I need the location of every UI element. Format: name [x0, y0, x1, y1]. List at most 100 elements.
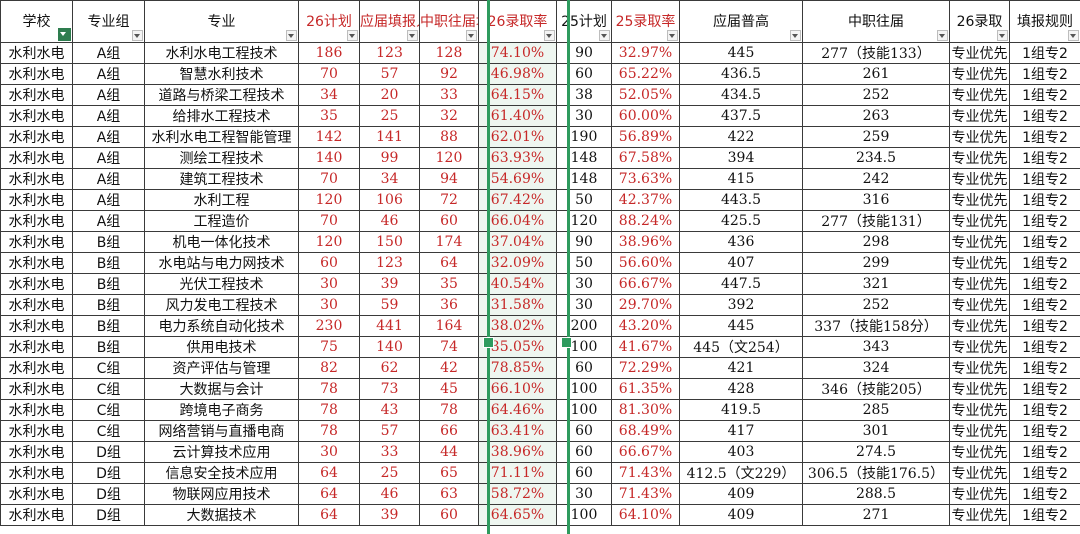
header-fresh-applicants[interactable]: 应届填报人数 — [359, 0, 420, 43]
cell-plan-26[interactable]: 75 — [298, 336, 360, 358]
cell-school[interactable]: 水利水电 — [0, 189, 73, 211]
cell-school[interactable]: 水利水电 — [0, 252, 73, 274]
cell-filling-rule[interactable]: 1组专2 — [1009, 462, 1080, 484]
cell-admission-rate-26[interactable]: 40.54% — [478, 273, 557, 295]
cell-admission-rate-25[interactable]: 60.00% — [611, 105, 680, 127]
cell-group[interactable]: B组 — [72, 294, 145, 316]
cell-filling-rule[interactable]: 1组专2 — [1009, 504, 1080, 526]
cell-admission-mode-26[interactable]: 专业优先 — [949, 378, 1010, 400]
cell-school[interactable]: 水利水电 — [0, 147, 73, 169]
selection-resize-handle-right[interactable] — [561, 337, 572, 348]
cell-vocational-applicants[interactable]: 60 — [419, 210, 479, 232]
cell-admission-mode-26[interactable]: 专业优先 — [949, 462, 1010, 484]
cell-school[interactable]: 水利水电 — [0, 420, 73, 442]
cell-vocational-score[interactable]: 346（技能205） — [802, 378, 950, 400]
cell-plan-26[interactable]: 120 — [298, 189, 360, 211]
cell-fresh-applicants[interactable]: 106 — [359, 189, 420, 211]
cell-group[interactable]: C组 — [72, 399, 145, 421]
cell-admission-rate-25[interactable]: 68.49% — [611, 420, 680, 442]
cell-fresh-high-school-score[interactable]: 394 — [679, 147, 803, 169]
filter-dropdown-icon[interactable] — [544, 30, 555, 41]
cell-plan-26[interactable]: 120 — [298, 231, 360, 253]
cell-major[interactable]: 水利水电工程技术 — [144, 42, 299, 64]
cell-admission-rate-25[interactable]: 43.20% — [611, 315, 680, 337]
cell-major[interactable]: 光伏工程技术 — [144, 273, 299, 295]
cell-admission-mode-26[interactable]: 专业优先 — [949, 84, 1010, 106]
cell-vocational-score[interactable]: 324 — [802, 357, 950, 379]
cell-plan-25[interactable]: 60 — [556, 441, 612, 463]
cell-plan-26[interactable]: 64 — [298, 462, 360, 484]
cell-filling-rule[interactable]: 1组专2 — [1009, 357, 1080, 379]
cell-filling-rule[interactable]: 1组专2 — [1009, 420, 1080, 442]
cell-filling-rule[interactable]: 1组专2 — [1009, 336, 1080, 358]
cell-fresh-high-school-score[interactable]: 392 — [679, 294, 803, 316]
cell-filling-rule[interactable]: 1组专2 — [1009, 252, 1080, 274]
cell-admission-rate-25[interactable]: 52.05% — [611, 84, 680, 106]
cell-admission-rate-25[interactable]: 66.67% — [611, 273, 680, 295]
cell-fresh-applicants[interactable]: 73 — [359, 378, 420, 400]
cell-filling-rule[interactable]: 1组专2 — [1009, 147, 1080, 169]
cell-school[interactable]: 水利水电 — [0, 42, 73, 64]
cell-group[interactable]: C组 — [72, 420, 145, 442]
cell-admission-rate-25[interactable]: 56.89% — [611, 126, 680, 148]
cell-admission-rate-26[interactable]: 35.05% — [478, 336, 557, 358]
cell-fresh-applicants[interactable]: 150 — [359, 231, 420, 253]
cell-plan-26[interactable]: 230 — [298, 315, 360, 337]
cell-group[interactable]: B组 — [72, 315, 145, 337]
cell-admission-rate-26[interactable]: 37.04% — [478, 231, 557, 253]
cell-vocational-applicants[interactable]: 33 — [419, 84, 479, 106]
filter-active-icon[interactable] — [58, 28, 71, 41]
cell-school[interactable]: 水利水电 — [0, 483, 73, 505]
cell-vocational-applicants[interactable]: 72 — [419, 189, 479, 211]
cell-filling-rule[interactable]: 1组专2 — [1009, 294, 1080, 316]
cell-major[interactable]: 跨境电子商务 — [144, 399, 299, 421]
cell-vocational-score[interactable]: 259 — [802, 126, 950, 148]
cell-admission-rate-25[interactable]: 41.67% — [611, 336, 680, 358]
cell-vocational-score[interactable]: 306.5（技能176.5） — [802, 462, 950, 484]
cell-vocational-applicants[interactable]: 94 — [419, 168, 479, 190]
header-vocational-applicants[interactable]: 中职往届填报人… — [419, 0, 479, 43]
cell-filling-rule[interactable]: 1组专2 — [1009, 168, 1080, 190]
cell-fresh-high-school-score[interactable]: 443.5 — [679, 189, 803, 211]
cell-admission-rate-25[interactable]: 72.29% — [611, 357, 680, 379]
cell-fresh-applicants[interactable]: 141 — [359, 126, 420, 148]
filter-dropdown-icon[interactable] — [132, 30, 143, 41]
filter-dropdown-icon[interactable] — [286, 30, 297, 41]
cell-admission-rate-26[interactable]: 64.46% — [478, 399, 557, 421]
cell-school[interactable]: 水利水电 — [0, 168, 73, 190]
cell-fresh-high-school-score[interactable]: 425.5 — [679, 210, 803, 232]
cell-fresh-applicants[interactable]: 62 — [359, 357, 420, 379]
cell-plan-26[interactable]: 82 — [298, 357, 360, 379]
cell-admission-rate-26[interactable]: 61.40% — [478, 105, 557, 127]
cell-fresh-applicants[interactable]: 46 — [359, 483, 420, 505]
cell-fresh-high-school-score[interactable]: 447.5 — [679, 273, 803, 295]
cell-fresh-applicants[interactable]: 441 — [359, 315, 420, 337]
cell-vocational-score[interactable]: 299 — [802, 252, 950, 274]
cell-plan-26[interactable]: 78 — [298, 399, 360, 421]
cell-school[interactable]: 水利水电 — [0, 399, 73, 421]
cell-filling-rule[interactable]: 1组专2 — [1009, 126, 1080, 148]
header-filling-rule[interactable]: 填报规则 — [1009, 0, 1080, 43]
cell-fresh-applicants[interactable]: 99 — [359, 147, 420, 169]
cell-plan-25[interactable]: 120 — [556, 210, 612, 232]
cell-major[interactable]: 测绘工程技术 — [144, 147, 299, 169]
cell-fresh-high-school-score[interactable]: 436.5 — [679, 63, 803, 85]
cell-vocational-score[interactable]: 298 — [802, 231, 950, 253]
cell-plan-26[interactable]: 186 — [298, 42, 360, 64]
cell-school[interactable]: 水利水电 — [0, 63, 73, 85]
cell-admission-rate-25[interactable]: 71.43% — [611, 483, 680, 505]
cell-filling-rule[interactable]: 1组专2 — [1009, 378, 1080, 400]
cell-plan-26[interactable]: 70 — [298, 210, 360, 232]
cell-admission-rate-26[interactable]: 54.69% — [478, 168, 557, 190]
cell-school[interactable]: 水利水电 — [0, 294, 73, 316]
cell-vocational-score[interactable]: 252 — [802, 84, 950, 106]
filter-dropdown-icon[interactable] — [937, 30, 948, 41]
cell-fresh-high-school-score[interactable]: 412.5（文229） — [679, 462, 803, 484]
cell-major[interactable]: 电力系统自动化技术 — [144, 315, 299, 337]
selection-resize-handle-left[interactable] — [483, 337, 494, 348]
cell-vocational-score[interactable]: 277（技能133） — [802, 42, 950, 64]
cell-admission-rate-26[interactable]: 74.10% — [478, 42, 557, 64]
cell-plan-26[interactable]: 30 — [298, 273, 360, 295]
cell-major[interactable]: 建筑工程技术 — [144, 168, 299, 190]
cell-plan-26[interactable]: 34 — [298, 84, 360, 106]
